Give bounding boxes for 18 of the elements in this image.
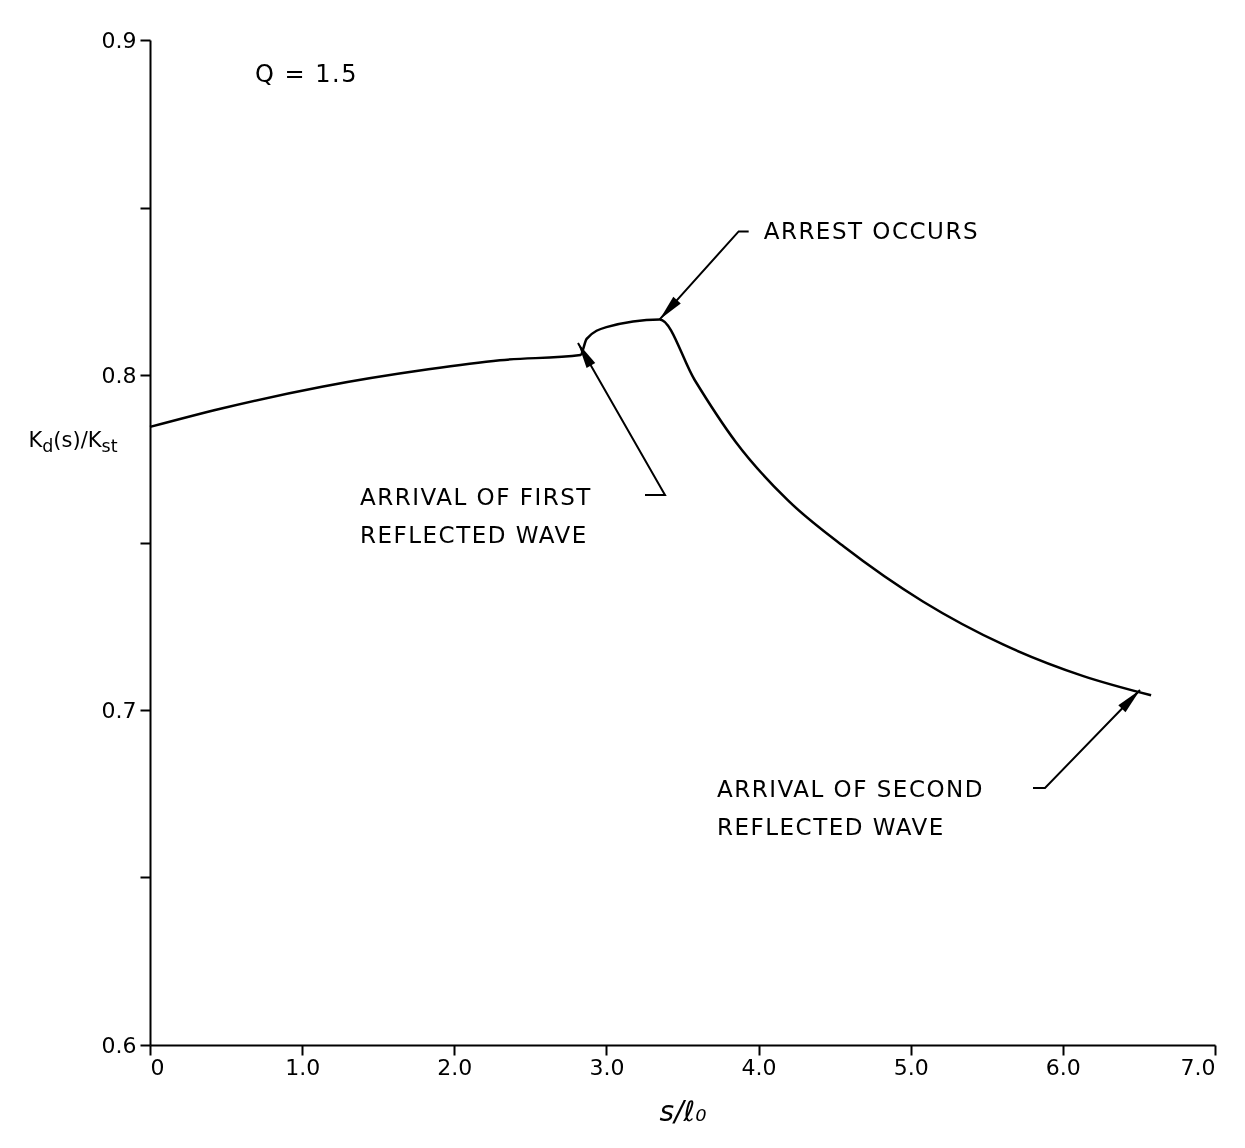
x-tick-label: 1.0 xyxy=(285,1054,321,1080)
x-tick-label: 5.0 xyxy=(893,1054,929,1080)
annotation: Q = 1.5 xyxy=(255,60,358,88)
annotation: ARRIVAL OF FIRST REFLECTED WAVE xyxy=(360,484,592,548)
x-tick-label: 7.0 xyxy=(1180,1054,1216,1080)
x-tick-label: 4.0 xyxy=(741,1054,777,1080)
x-tick-label: 2.0 xyxy=(437,1054,473,1080)
x-tick-label: 3.0 xyxy=(589,1054,625,1080)
y-tick-label: 0.9 xyxy=(101,27,137,53)
x-tick-label: 6.0 xyxy=(1045,1054,1081,1080)
annotation: ARREST OCCURS xyxy=(763,218,980,245)
x-axis-title: s/ℓ₀ xyxy=(659,1094,707,1128)
y-axis-title: K$_{d}$(s)/K$_{st}$ xyxy=(27,427,119,459)
y-tick-label: 0.8 xyxy=(101,362,137,388)
y-tick-label: 0.7 xyxy=(101,697,137,723)
y-tick-label: 0.6 xyxy=(101,1032,137,1058)
annotation: ARRIVAL OF SECOND REFLECTED WAVE xyxy=(717,776,984,840)
x-tick-label: 0 xyxy=(150,1054,165,1080)
